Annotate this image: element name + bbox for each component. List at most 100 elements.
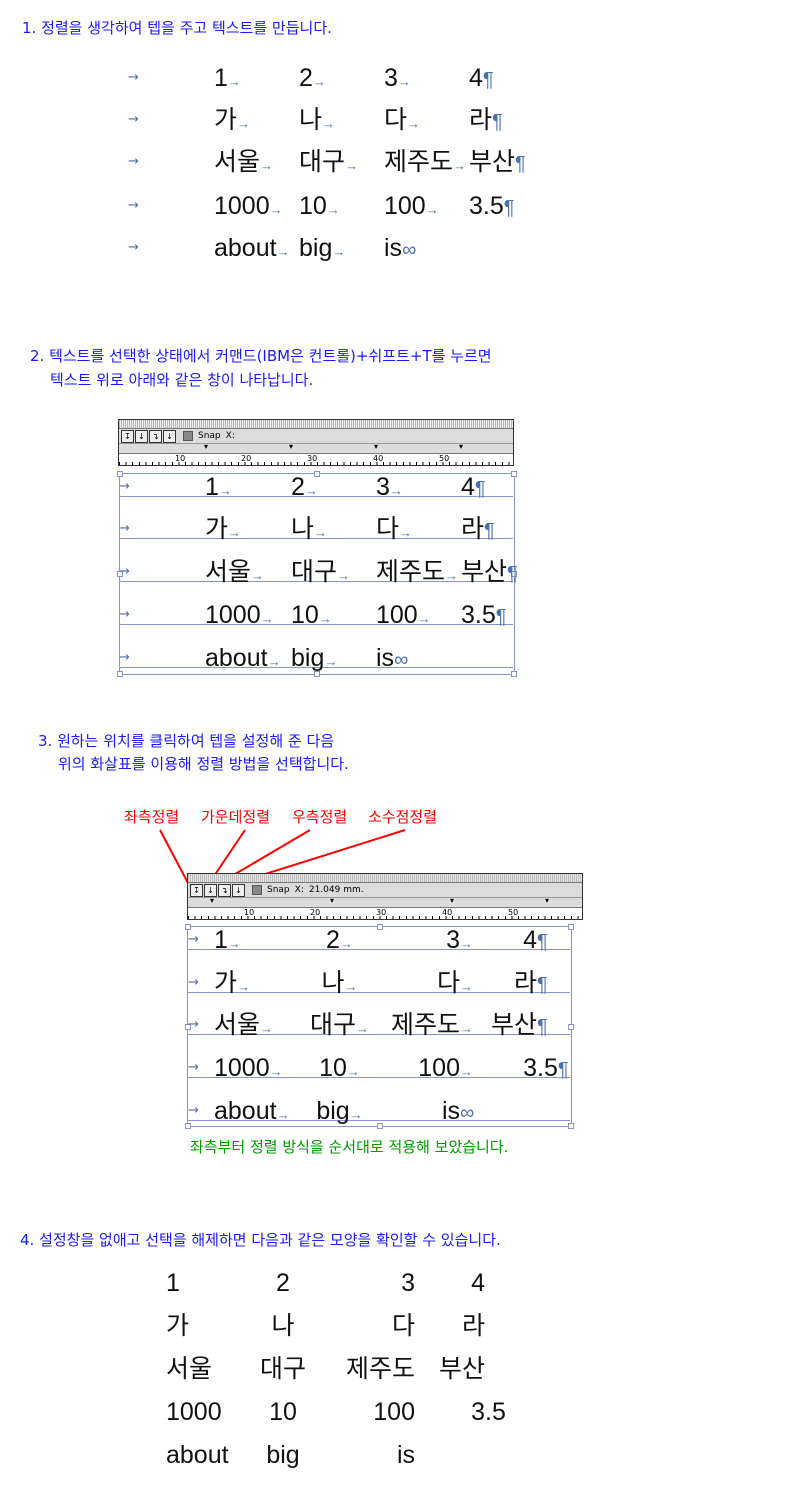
- tab-marker-icon: →: [460, 979, 473, 994]
- tab-stop-marker[interactable]: ▾: [210, 896, 215, 905]
- tab-stop-marker[interactable]: ▾: [374, 442, 379, 451]
- ruler-number: 40: [373, 454, 384, 463]
- paragraph-mark-icon: ¶: [537, 1016, 548, 1038]
- cell-value: 제주도: [376, 558, 446, 586]
- cell-value: big: [299, 234, 333, 262]
- tab-marker-icon: →: [346, 1064, 360, 1079]
- tab-stop-track[interactable]: ▾ ▾ ▾ ▾: [119, 442, 513, 454]
- cell-text: 100: [373, 1397, 415, 1427]
- cell-text: big: [266, 1440, 299, 1470]
- cell-value: 100: [384, 192, 426, 220]
- step3-heading-2: 위의 화살표를 이용해 정렬 방법을 선택합니다.: [58, 755, 349, 773]
- tab-stop-marker[interactable]: ▾: [459, 442, 464, 451]
- tab-ruler-panel-set[interactable]: ↧ ↓ ↴ ↓ Snap X: 21.049 mm. ▾ ▾ ▾ ▾ 10 20 30 40 50: [187, 873, 583, 920]
- tab-stop-marker[interactable]: ▾: [289, 442, 294, 451]
- selection-handle: [185, 1023, 191, 1030]
- cell-value: 다: [384, 106, 408, 134]
- label-center-align: 가운데정렬: [201, 808, 271, 826]
- center-align-tab-button[interactable]: ↓: [135, 429, 148, 443]
- cell-text: 대구→: [291, 557, 350, 591]
- cell-value: 제주도: [345, 1355, 415, 1383]
- snap-checkbox[interactable]: [183, 431, 193, 441]
- tab-marker-icon: →: [460, 1064, 473, 1079]
- cell-value: 다: [436, 969, 460, 997]
- tab-marker-icon: →: [349, 1107, 363, 1122]
- right-align-tab-button[interactable]: ↴: [218, 883, 231, 897]
- paragraph-mark-icon: ¶: [537, 974, 548, 996]
- cell-value: 라: [469, 106, 493, 134]
- cell-text: 2→: [291, 472, 318, 506]
- baseline: [119, 538, 513, 539]
- tab-marker-icon: →: [237, 979, 251, 994]
- right-align-tab-button[interactable]: ↴: [149, 429, 162, 443]
- cell-value: 10: [319, 1054, 347, 1082]
- tab-stop-marker[interactable]: ▾: [204, 442, 209, 451]
- cell-value: 3.5: [523, 1054, 558, 1082]
- tab-marker-icon: →: [276, 1107, 290, 1122]
- paragraph-mark-icon: ¶: [503, 197, 515, 219]
- selection-handle: [511, 671, 517, 677]
- cell-text: 다→: [376, 514, 412, 548]
- tab-marker-icon: →: [460, 1021, 473, 1036]
- paragraph-mark-icon: ¶: [492, 111, 503, 133]
- ruler-number: 20: [310, 908, 321, 917]
- cell-value: 1000: [214, 192, 270, 220]
- cell-text: 다: [392, 1311, 415, 1341]
- cell-text: 대구: [260, 1354, 306, 1384]
- cell-value: 대구: [299, 148, 346, 176]
- cell-text: 1000→: [205, 600, 274, 634]
- snap-checkbox[interactable]: [252, 885, 262, 895]
- tab-marker-icon: →: [399, 525, 413, 540]
- tab-stop-marker[interactable]: ▾: [330, 896, 335, 905]
- tab-marker-icon: →: [267, 654, 281, 669]
- tab-marker-icon: →: [188, 1017, 199, 1032]
- cell-value: 3.5: [461, 601, 496, 629]
- cell-value: is: [441, 1097, 460, 1125]
- tab-stop-track[interactable]: ▾ ▾ ▾ ▾: [188, 896, 582, 908]
- baseline: [119, 624, 513, 625]
- cell-value: 1000: [166, 1398, 222, 1426]
- panel-title-bar[interactable]: [188, 874, 582, 883]
- center-align-tab-button[interactable]: ↓: [204, 883, 217, 897]
- paragraph-mark-icon: ¶: [515, 153, 526, 175]
- ruler-number: 40: [442, 908, 453, 917]
- cell-text: 2→: [326, 925, 353, 959]
- decimal-align-tab-button[interactable]: ↓: [232, 883, 245, 897]
- tab-marker-icon: →: [227, 74, 241, 89]
- left-align-tab-button[interactable]: ↧: [121, 429, 134, 443]
- cell-value: 100: [373, 1398, 415, 1426]
- tab-marker-icon: →: [237, 116, 251, 131]
- tab-ruler-panel[interactable]: ↧ ↓ ↴ ↓ Snap X: ▾ ▾ ▾ ▾ 10 20 30 40 50: [118, 419, 514, 466]
- ruler-number: 50: [508, 908, 519, 917]
- cell-text: 가: [166, 1311, 189, 1341]
- cell-text: about: [166, 1440, 229, 1470]
- cell-value: 4: [471, 1269, 485, 1297]
- tab-marker-icon: →: [260, 611, 274, 626]
- ruler-number: 30: [376, 908, 387, 917]
- cell-text: 서울→: [214, 147, 273, 181]
- cell-value: 나: [321, 969, 345, 997]
- cell-value: 나: [271, 1312, 295, 1340]
- tab-marker-icon: →: [276, 244, 290, 259]
- cell-text: 가→: [214, 105, 250, 139]
- tab-marker-icon: →: [356, 1021, 369, 1036]
- panel-title-bar[interactable]: [119, 420, 513, 429]
- paragraph-mark-icon: ¶: [557, 1059, 569, 1081]
- tab-stop-marker[interactable]: ▾: [450, 896, 455, 905]
- tab-marker-icon: →: [227, 936, 241, 951]
- tab-marker-icon: →: [453, 158, 467, 173]
- cell-value: 서울: [166, 1355, 213, 1383]
- cell-value: 1000: [205, 601, 261, 629]
- tab-marker-icon: →: [407, 116, 421, 131]
- cell-text: 부산¶: [469, 147, 526, 179]
- baseline: [187, 992, 570, 993]
- cell-text: 라¶: [461, 514, 495, 546]
- tab-stop-marker[interactable]: ▾: [545, 896, 550, 905]
- left-align-tab-button[interactable]: ↧: [190, 883, 203, 897]
- decimal-align-tab-button[interactable]: ↓: [163, 429, 176, 443]
- paragraph-mark-icon: ¶: [507, 563, 518, 585]
- baseline: [187, 1120, 570, 1121]
- tab-marker-icon: →: [119, 607, 130, 622]
- cell-value: 가: [205, 515, 229, 543]
- step1-heading: 1. 정렬을 생각하여 텝을 주고 텍스트를 만듭니다.: [22, 19, 332, 37]
